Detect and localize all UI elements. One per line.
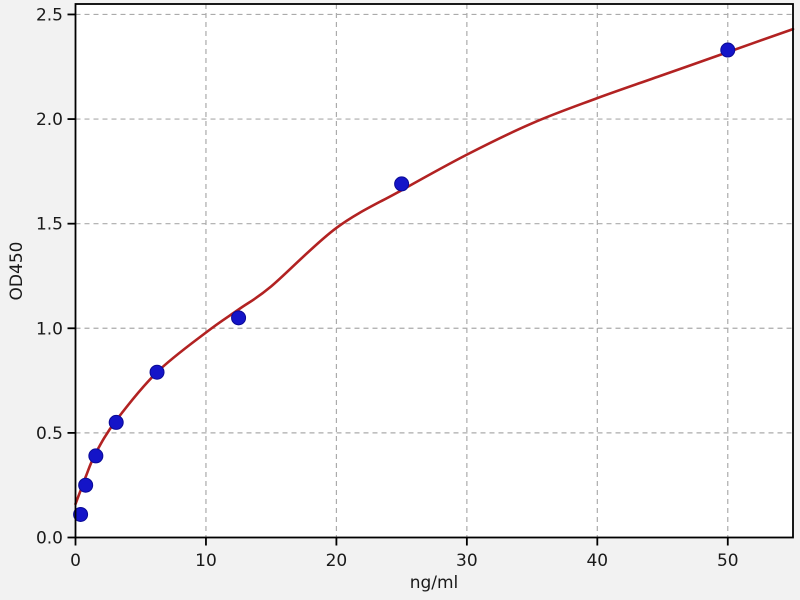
- plot-area: [75, 4, 793, 538]
- data-point-0.78ngml: [78, 477, 94, 493]
- plot-border: [74, 3, 794, 539]
- y-axis-label: OD450: [7, 241, 27, 301]
- x-tick-label-20: 20: [326, 551, 348, 571]
- data-point-25ngml: [394, 176, 410, 192]
- data-point-3.12ngml: [108, 414, 124, 430]
- y-tick-label-1.0: 1.0: [36, 319, 63, 339]
- data-point-12.5ngml: [231, 310, 247, 326]
- x-axis-label: ng/ml: [409, 573, 459, 593]
- y-tick-label-0.0: 0.0: [36, 529, 63, 549]
- x-tick-label-50: 50: [717, 551, 739, 571]
- y-tick-label-2.5: 2.5: [36, 5, 63, 25]
- y-tick-label-2.0: 2.0: [36, 110, 63, 130]
- data-point-50ngml: [720, 42, 736, 58]
- x-tick-label-10: 10: [195, 551, 217, 571]
- data-point-1.56ngml: [88, 448, 104, 464]
- x-tick-label-0: 0: [70, 551, 81, 571]
- data-point-0.39ngml: [73, 506, 89, 522]
- x-tick-label-40: 40: [586, 551, 608, 571]
- y-tick-label-1.5: 1.5: [36, 215, 63, 235]
- x-tick-label-30: 30: [456, 551, 478, 571]
- data-point-6.25ngml: [149, 364, 165, 380]
- y-tick-label-0.5: 0.5: [36, 424, 63, 444]
